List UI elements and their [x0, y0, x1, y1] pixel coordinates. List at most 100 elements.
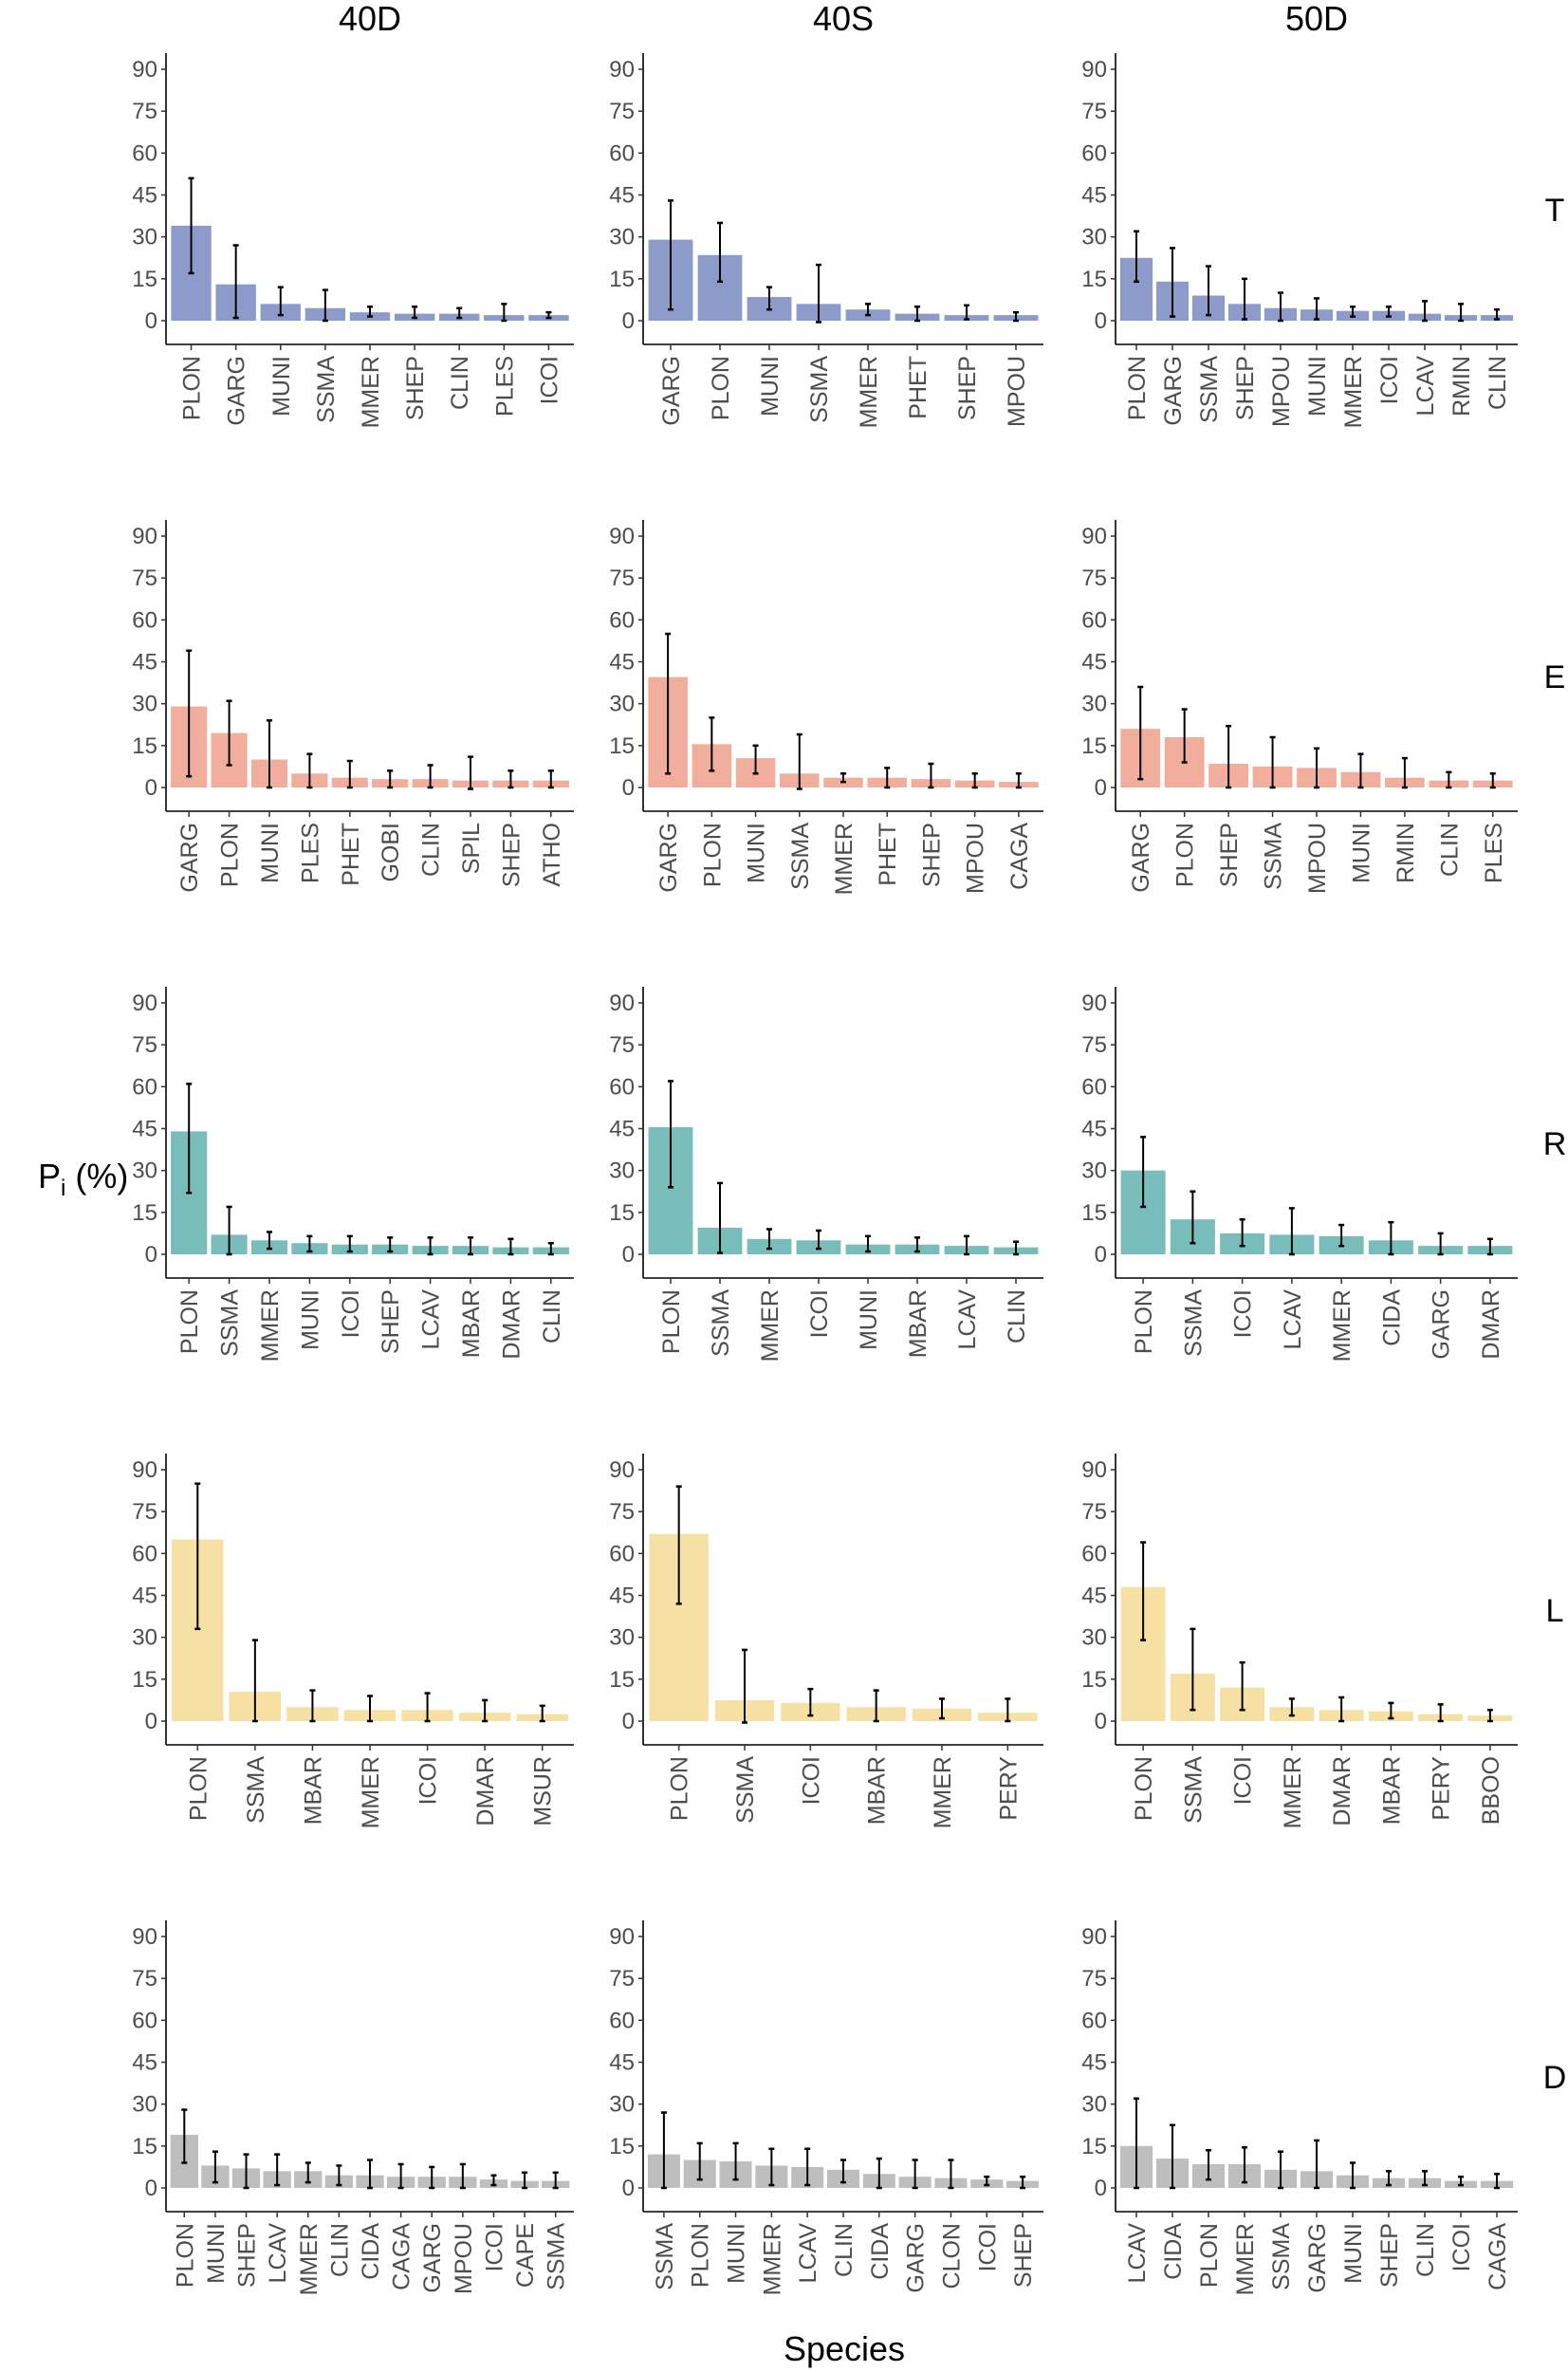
x-tick-label-plon: PLON: [1131, 1289, 1157, 1354]
y-tick-label: 90: [1081, 991, 1107, 1016]
y-tick-label: 15: [132, 733, 157, 759]
x-tick-label-lcav: LCAV: [1280, 1289, 1306, 1350]
x-tick-label-muni: MUNI: [856, 1289, 882, 1350]
y-tick-label: 45: [1081, 183, 1107, 209]
x-tick-label-lcav: LCAV: [418, 1289, 445, 1350]
y-tick-label: 60: [132, 1541, 157, 1566]
x-tick-label-shep: SHEP: [378, 1289, 404, 1354]
x-tick-label-icoi: ICOI: [1448, 2223, 1475, 2271]
y-tick-label: 60: [1081, 1074, 1107, 1100]
x-tick-label-ples: PLES: [491, 356, 518, 417]
x-tick-label-spil: SPIL: [458, 823, 485, 874]
y-axis-title: Pi (%): [38, 1157, 128, 1201]
y-tick-label: 60: [609, 607, 635, 633]
x-tick-label-ssma: SSMA: [217, 1289, 244, 1357]
column-headers: 40D 40S 50D: [339, 0, 1348, 38]
y-tick-label: 15: [132, 2134, 157, 2159]
x-tick-label-phet: PHET: [338, 823, 364, 886]
y-tick-label: 0: [622, 2176, 635, 2201]
panel-e-50d: 0 15 30 45 60 75 90 GARG PLON SHEP SSMA MPOU MUNI RMI…: [1081, 520, 1518, 894]
y-tick-label: 0: [622, 1242, 635, 1268]
x-tick-label-ssma: SSMA: [732, 1756, 759, 1824]
x-tick-label-mbar: MBAR: [1378, 1756, 1405, 1825]
panel-t-40s: 0 15 30 45 60 75 90 GARG PLON MUNI SSMA MMER PHET SHE…: [609, 53, 1043, 428]
y-tick-label: 90: [609, 1924, 635, 1950]
y-tick-label: 90: [132, 524, 157, 549]
x-tick-label-muni: MUNI: [1348, 823, 1374, 883]
x-tick-label-plon: PLON: [708, 356, 734, 420]
x-tick-label-ssma: SSMA: [1180, 1756, 1207, 1824]
x-tick-label-rmin: RMIN: [1393, 823, 1419, 883]
x-tick-label-mmer: MMER: [831, 823, 858, 895]
x-tick-label-mmer: MMER: [759, 2223, 785, 2295]
y-tick-label: 30: [609, 1625, 635, 1651]
y-tick-label: 15: [609, 1200, 635, 1226]
y-tick-label: 15: [1081, 1200, 1107, 1226]
x-tick-label-muni: MUNI: [203, 2223, 230, 2284]
y-tick-label: 75: [132, 1032, 157, 1058]
x-tick-label-garg: GARG: [419, 2223, 446, 2293]
x-tick-label-pery: PERY: [995, 1756, 1022, 1821]
y-tick-label: 30: [132, 2092, 157, 2118]
y-axis-title-subscript: i: [61, 1176, 65, 1201]
x-tick-label-cape: CAPE: [512, 2223, 539, 2288]
x-tick-label-shep: SHEP: [1010, 2223, 1037, 2288]
x-tick-label-clin: CLIN: [539, 1289, 565, 1344]
x-tick-label-garg: GARG: [1429, 1289, 1455, 1360]
x-tick-label-mmer: MMER: [1232, 2223, 1259, 2295]
x-tick-label-plon: PLON: [1131, 1756, 1157, 1821]
panel-t-40d: 0 15 30 45 60 75 90 PLON GARG MUNI SSMA MMER SHEP CLI…: [132, 53, 574, 428]
x-tick-label-rmin: RMIN: [1448, 356, 1475, 417]
x-tick-label-plon: PLON: [176, 1289, 203, 1354]
x-tick-label-plon: PLON: [185, 1756, 212, 1821]
y-tick-label: 0: [622, 1709, 635, 1734]
x-tick-label-mbar: MBAR: [458, 1289, 485, 1358]
x-tick-label-plon: PLON: [658, 1289, 685, 1354]
x-tick-label-clin: CLIN: [1485, 356, 1511, 410]
y-tick-label: 75: [609, 1966, 635, 1992]
x-tick-label-shep: SHEP: [234, 2223, 261, 2288]
x-tick-label-garg: GARG: [1128, 823, 1154, 893]
x-tick-label-plon: PLON: [667, 1756, 693, 1821]
row-label-t: T: [1545, 193, 1565, 229]
y-tick-label: 30: [1081, 1158, 1107, 1184]
y-tick-label: 60: [609, 1074, 635, 1100]
y-tick-label: 90: [609, 524, 635, 549]
x-tick-label-muni: MUNI: [744, 823, 770, 883]
x-tick-label-icoi: ICOI: [974, 2223, 1001, 2271]
y-tick-label: 0: [145, 2176, 157, 2201]
y-tick-label: 60: [132, 1074, 157, 1100]
x-tick-label-lcav: LCAV: [1124, 2223, 1151, 2284]
x-tick-label-muni: MUNI: [268, 356, 295, 417]
x-tick-label-ssma: SSMA: [544, 2223, 570, 2290]
x-axis-title: Species: [784, 2329, 905, 2368]
row-label-l: L: [1546, 1593, 1564, 1629]
row-label-d: D: [1543, 2060, 1567, 2096]
y-tick-label: 0: [1095, 1709, 1107, 1734]
x-tick-label-dmar: DMAR: [498, 1289, 525, 1360]
x-tick-label-ssma: SSMA: [1180, 1289, 1207, 1357]
x-tick-label-cida: CIDA: [1160, 2223, 1187, 2280]
y-tick-label: 75: [132, 565, 157, 591]
y-tick-label: 0: [145, 308, 157, 334]
x-tick-label-caga: CAGA: [1006, 823, 1033, 890]
x-tick-label-ssma: SSMA: [1196, 356, 1223, 423]
x-tick-label-msur: MSUR: [530, 1756, 557, 1826]
y-tick-label: 45: [1081, 2050, 1107, 2076]
y-tick-label: 90: [132, 57, 157, 83]
y-tick-label: 60: [1081, 607, 1107, 633]
y-tick-label: 0: [1095, 1242, 1107, 1268]
y-tick-label: 60: [132, 2008, 157, 2033]
x-tick-label-lcav: LCAV: [795, 2223, 821, 2284]
x-tick-label-phet: PHET: [875, 823, 901, 886]
x-tick-label-mpou: MPOU: [963, 823, 989, 894]
x-tick-label-mbar: MBAR: [905, 1289, 932, 1358]
y-tick-label: 90: [1081, 1924, 1107, 1950]
y-tick-label: 75: [1081, 99, 1107, 124]
y-tick-label: 45: [609, 2050, 635, 2076]
row-label-e: E: [1544, 659, 1566, 695]
panel-d-50d: 0 15 30 45 60 75 90 LCAV CIDA PLON MMER SSMA GARG MUN…: [1081, 1920, 1518, 2295]
x-tick-label-caga: CAGA: [389, 2223, 415, 2290]
x-tick-label-mmer: MMER: [856, 356, 882, 428]
